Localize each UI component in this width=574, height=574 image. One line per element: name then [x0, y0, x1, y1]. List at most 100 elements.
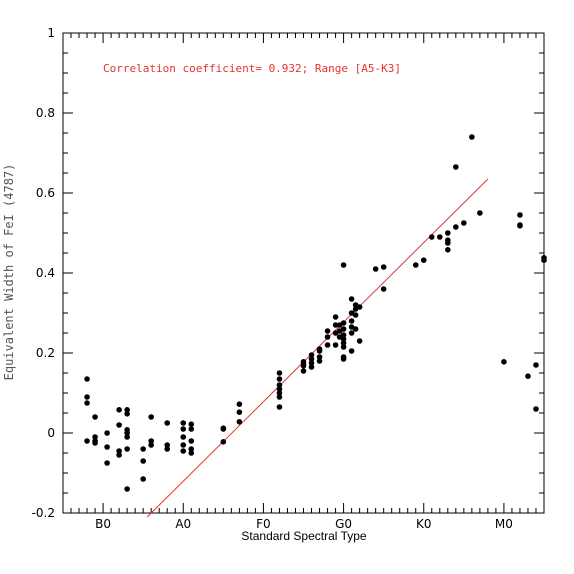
- data-point: [92, 440, 98, 446]
- x-tick-label: M0: [495, 517, 513, 531]
- data-point: [324, 328, 331, 334]
- data-point: [276, 386, 283, 392]
- data-point: [116, 452, 122, 458]
- data-point: [428, 234, 435, 240]
- data-point: [236, 409, 243, 416]
- data-point: [461, 220, 467, 226]
- data-point: [124, 446, 130, 452]
- data-point: [84, 376, 90, 382]
- y-tick-label: 0.4: [36, 266, 55, 280]
- x-tick-label: B0: [95, 517, 111, 531]
- data-point: [140, 446, 146, 452]
- data-point: [372, 266, 379, 272]
- data-point: [124, 407, 130, 413]
- data-point: [348, 348, 355, 354]
- y-axis-ticks: -0.2 0 0.2 0.4 0.6 0.8 1: [32, 26, 544, 520]
- data-point: [140, 476, 146, 482]
- data-point: [276, 376, 283, 382]
- data-point: [220, 426, 227, 432]
- data-point: [104, 444, 110, 450]
- data-point: [348, 296, 355, 302]
- data-point: [236, 419, 243, 425]
- data-point: [348, 318, 355, 324]
- data-point: [116, 422, 122, 428]
- data-point: [92, 414, 98, 420]
- x-tick-label: G0: [335, 517, 352, 531]
- data-point: [84, 400, 90, 406]
- data-point: [124, 486, 130, 492]
- data-point: [501, 359, 507, 365]
- y-tick-label: 0.8: [36, 106, 55, 120]
- data-point: [340, 340, 347, 346]
- data-point: [340, 262, 347, 268]
- data-point: [340, 356, 347, 362]
- data-point: [148, 438, 154, 444]
- data-point: [340, 336, 347, 342]
- data-point: [340, 332, 347, 338]
- x-axis-label: Standard Spectral Type: [241, 529, 367, 543]
- data-point: [276, 390, 283, 396]
- data-point: [541, 257, 547, 264]
- data-point: [533, 406, 539, 412]
- data-point: [92, 434, 98, 440]
- data-point: [180, 434, 187, 440]
- data-point: [356, 338, 363, 344]
- data-point: [300, 368, 307, 374]
- data-point: [420, 257, 427, 264]
- data-point: [316, 354, 323, 360]
- data-point: [517, 212, 523, 218]
- data-point: [148, 414, 154, 420]
- data-point: [340, 344, 347, 350]
- data-point: [380, 286, 387, 292]
- data-point: [356, 304, 363, 310]
- data-point: [84, 394, 90, 400]
- data-point: [308, 360, 315, 366]
- data-point: [332, 314, 339, 320]
- data-point: [180, 420, 187, 426]
- data-point: [236, 401, 243, 408]
- data-point: [324, 334, 331, 340]
- data-point: [84, 438, 90, 444]
- data-point: [276, 394, 283, 400]
- data-point: [180, 426, 187, 432]
- data-point: [340, 320, 347, 326]
- data-point: [348, 330, 355, 336]
- data-point: [533, 362, 539, 368]
- x-tick-label: F0: [256, 517, 271, 531]
- y-tick-label: -0.2: [32, 506, 55, 520]
- data-point: [517, 223, 523, 229]
- data-point: [148, 442, 154, 448]
- y-tick-label: 0.6: [36, 186, 55, 200]
- x-tick-label: K0: [416, 517, 432, 531]
- data-point: [525, 373, 531, 380]
- data-point: [300, 363, 307, 369]
- data-point: [308, 356, 315, 362]
- data-point: [469, 134, 475, 140]
- data-point: [188, 446, 195, 452]
- data-point: [180, 442, 187, 448]
- data-point: [308, 352, 315, 358]
- data-point: [220, 439, 227, 445]
- data-point: [316, 358, 323, 364]
- data-point: [276, 404, 283, 410]
- y-tick-label: 0.2: [36, 346, 55, 360]
- chart-annotation: Correlation coefficient= 0.932; Range [A…: [103, 62, 401, 75]
- data-point: [188, 450, 195, 456]
- data-point: [104, 430, 110, 436]
- data-point: [164, 442, 171, 448]
- data-point: [188, 438, 195, 444]
- data-point: [453, 164, 459, 170]
- y-tick-label: 0: [47, 426, 55, 440]
- y-axis-label: Equivalent Width of FeI (4787): [2, 164, 16, 381]
- data-point: [180, 448, 187, 454]
- data-points: [84, 134, 547, 492]
- data-point: [412, 262, 419, 268]
- x-axis-ticks: B0 A0 F0 G0 K0 M0: [62, 33, 545, 531]
- data-point: [116, 407, 122, 413]
- data-point: [164, 446, 171, 452]
- data-point: [445, 247, 451, 253]
- data-point: [140, 458, 146, 464]
- data-point: [352, 312, 359, 318]
- data-point: [124, 430, 130, 436]
- x-tick-label: A0: [175, 517, 191, 531]
